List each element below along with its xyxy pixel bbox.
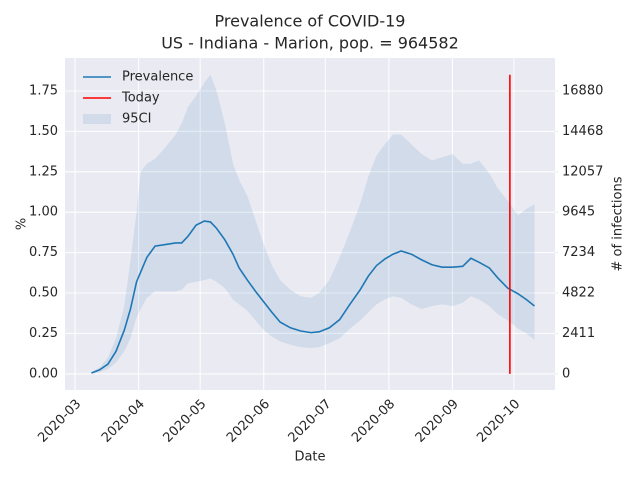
y2-tick-label: 14468 [562, 124, 603, 139]
x-tick-label: 2020-04 [99, 397, 148, 446]
y-tick-label: 0.75 [29, 245, 58, 260]
legend-label: Prevalence [122, 70, 193, 85]
y-tick-label: 1.25 [29, 164, 58, 179]
chart-title: Prevalence of COVID-19 [215, 12, 406, 31]
x-tick-label: 2020-05 [160, 397, 209, 446]
y-tick-label: 1.00 [29, 205, 58, 220]
x-tick-label: 2020-10 [474, 397, 523, 446]
y-axis-label: % [15, 218, 30, 230]
y2-axis-label: # of infections [611, 176, 626, 271]
y2-tick-label: 4822 [562, 286, 595, 301]
x-tick-label: 2020-07 [286, 397, 335, 446]
x-axis-label: Date [294, 450, 325, 465]
x-tick-label: 2020-09 [413, 397, 462, 446]
y-tick-label: 0.00 [29, 366, 58, 381]
x-tick-label: 2020-03 [35, 397, 84, 446]
legend-swatch [83, 114, 111, 124]
legend-label: Today [121, 91, 160, 106]
y2-tick-label: 12057 [562, 164, 603, 179]
x-tick-label: 2020-06 [224, 397, 273, 446]
x-tick-label: 2020-08 [349, 397, 398, 446]
y2-tick-label: 16880 [562, 83, 603, 98]
y2-tick-label: 2411 [562, 326, 595, 341]
line [91, 220, 535, 374]
confidence-band [91, 74, 535, 374]
y-tick-label: 0.50 [29, 286, 58, 301]
y-tick-label: 1.75 [29, 83, 58, 98]
y-tick-label: 1.50 [29, 124, 58, 139]
y-tick-label: 0.25 [29, 326, 58, 341]
y2-tick-label: 0 [562, 366, 570, 381]
y2-tick-label: 9645 [562, 205, 595, 220]
chart-subtitle: US - Indiana - Marion, pop. = 964582 [161, 34, 459, 53]
legend-label: 95CI [122, 112, 151, 127]
y2-tick-label: 7234 [562, 245, 595, 260]
plot-area [65, 58, 555, 390]
